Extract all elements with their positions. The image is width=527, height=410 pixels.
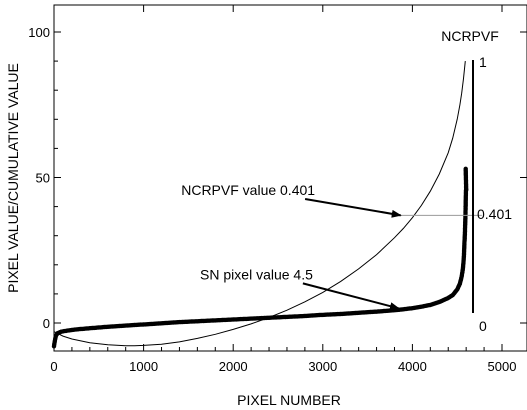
secondary-axis-marked-value: 0.401 [477, 206, 512, 222]
y-tick-label: 50 [36, 171, 50, 186]
y-tick-label: 0 [43, 316, 50, 331]
y-tick-label: 100 [28, 25, 50, 40]
x-tick-label: 0 [50, 359, 57, 374]
data-point [463, 166, 468, 171]
annotation-arrow [304, 197, 402, 218]
x-tick-label: 3000 [308, 359, 337, 374]
x-tick-label: 4000 [398, 359, 427, 374]
x-tick-label: 1000 [129, 359, 158, 374]
x-axis-ticks: 0 1000 2000 3000 4000 5000 [50, 5, 516, 374]
x-tick-label: 2000 [219, 359, 248, 374]
plot-frame [53, 4, 527, 352]
x-tick-label: 5000 [488, 359, 517, 374]
secondary-axis-title: NCRPVF [441, 28, 499, 44]
x-axis-label: PIXEL NUMBER [237, 392, 341, 408]
secondary-axis-top-label: 1 [479, 54, 487, 70]
annotations: NCRPVF value 0.401 SN pixel value 4.5 [181, 182, 402, 311]
ncrpvf-curve [53, 61, 466, 347]
y-axis-label: PIXEL VALUE/CUMULATIVE VALUE [5, 63, 21, 293]
secondary-axis-bottom-label: 0 [479, 318, 487, 334]
annotation-label: NCRPVF value 0.401 [181, 182, 315, 198]
pixel-value-points [51, 166, 469, 349]
annotation-label: SN pixel value 4.5 [200, 266, 313, 282]
y-axis-ticks: 0 50 100 [28, 25, 527, 331]
annotation-arrow [302, 282, 400, 311]
